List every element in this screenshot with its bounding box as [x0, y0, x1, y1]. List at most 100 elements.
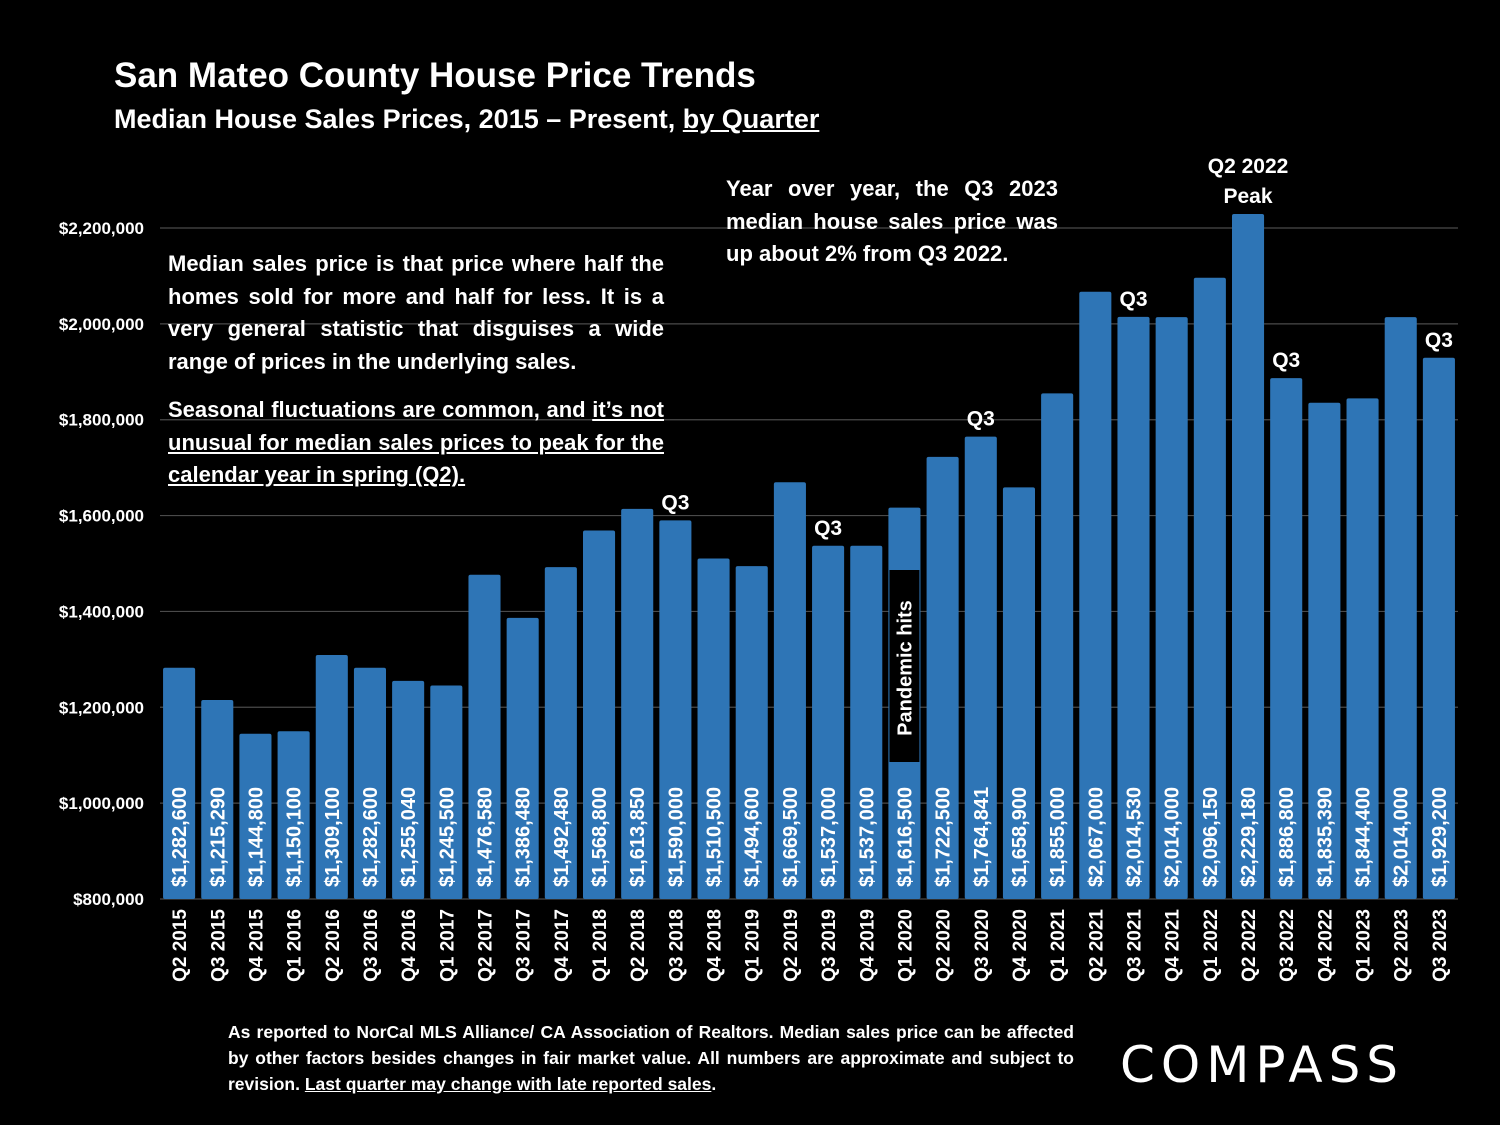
bar [1231, 214, 1265, 899]
bar [163, 667, 196, 899]
x-tick-label: Q3 2020 [972, 909, 993, 982]
footer-text: As reported to NorCal MLS Alliance/ CA A… [228, 1022, 1074, 1094]
bar [1002, 487, 1036, 899]
x-tick-label: Q1 2023 [1354, 909, 1375, 982]
x-tick-label: Q2 2016 [323, 909, 344, 982]
y-tick-label: $1,000,000 [59, 794, 144, 813]
y-tick-label: $1,400,000 [59, 602, 144, 621]
x-tick-label: Q4 2016 [399, 909, 420, 982]
y-tick-label: $800,000 [73, 890, 144, 909]
bar [239, 733, 272, 899]
pandemic-label: Pandemic hits [894, 600, 916, 736]
y-tick-label: $2,200,000 [59, 219, 144, 238]
value-label: $1,309,100 [322, 787, 344, 887]
bar [277, 731, 310, 899]
median-definition-note: Median sales price is that price where h… [168, 251, 664, 374]
bar [392, 680, 425, 899]
x-tick-label: Q4 2017 [552, 909, 573, 982]
bar [964, 436, 997, 899]
value-label: $1,282,600 [360, 787, 382, 887]
seasonal-note-underlined: it’s not unusual for median sales prices… [168, 397, 664, 487]
x-tick-label: Q1 2022 [1201, 909, 1222, 982]
value-label: $2,067,000 [1085, 787, 1107, 887]
value-label: $1,282,600 [169, 787, 191, 887]
bar [697, 558, 730, 899]
value-label: $1,150,100 [284, 787, 306, 887]
footer-underlined: Last quarter may change with late report… [304, 1074, 712, 1094]
bar [582, 530, 616, 899]
bar [812, 545, 845, 899]
bar [1384, 317, 1417, 899]
y-tick-label: $2,000,000 [59, 315, 144, 334]
x-tick-label: Q3 2017 [514, 909, 535, 982]
page-subtitle: Median House Sales Prices, 2015 – Presen… [114, 104, 819, 135]
subtitle-main: Median House Sales Prices, 2015 – Presen… [114, 104, 683, 134]
yoy-note: Year over year, the Q3 2023 median house… [726, 176, 1058, 266]
x-tick-label: Q3 2022 [1277, 909, 1298, 982]
bar [773, 482, 806, 899]
value-label: $1,764,841 [971, 787, 993, 887]
value-label: $1,658,900 [1009, 787, 1031, 887]
x-tick-label: Q3 2015 [208, 909, 229, 982]
value-label: $1,616,500 [894, 787, 916, 887]
value-label: $1,510,500 [704, 787, 726, 887]
x-tick-label: Q1 2018 [590, 909, 611, 982]
value-label: $1,386,480 [513, 787, 535, 887]
footer-note: As reported to NorCal MLS Alliance/ CA A… [228, 1019, 1074, 1097]
x-tick-label: Q1 2019 [743, 909, 764, 982]
value-label: $1,492,480 [551, 787, 573, 887]
bar-annotation: Q3 [661, 491, 689, 514]
bar [1270, 378, 1303, 899]
x-tick-label: Q2 2020 [934, 909, 955, 982]
value-label: $1,886,800 [1276, 787, 1298, 887]
seasonal-note: Seasonal fluctuations are common, and it… [168, 394, 664, 492]
x-tick-label: Q3 2019 [819, 909, 840, 982]
bar [1346, 398, 1379, 899]
bar-annotation: Q3 [1272, 349, 1300, 372]
bar [1422, 357, 1455, 900]
x-tick-label: Q4 2019 [857, 909, 878, 982]
value-label: $1,537,000 [818, 787, 840, 887]
x-tick-label: Q2 2021 [1086, 909, 1107, 982]
value-labels: $1,282,600 $1,215,290 $1,144,800 $1,150,100… [169, 787, 1451, 887]
seasonal-note-plain: Seasonal fluctuations are common, and [168, 397, 593, 422]
bar [315, 654, 348, 899]
bar [735, 566, 768, 899]
value-label: $1,144,800 [245, 787, 267, 887]
value-label: $1,669,500 [780, 787, 802, 887]
value-label: $1,613,850 [627, 787, 649, 887]
value-label: $1,255,040 [398, 787, 420, 887]
value-label: $2,014,000 [1162, 787, 1184, 887]
bar [1308, 402, 1341, 899]
bar [430, 685, 463, 899]
y-axis: $800,000 $1,000,000 $1,200,000 $1,400,000 $1… [59, 219, 144, 909]
x-tick-label: Q3 2023 [1430, 909, 1451, 982]
x-tick-label: Q4 2018 [705, 909, 726, 982]
x-tick-label: Q1 2016 [285, 909, 306, 982]
page-title: San Mateo County House Price Trends [114, 56, 756, 95]
bar-annotation: Q2 2022 [1208, 155, 1289, 178]
x-tick-label: Q2 2017 [476, 909, 497, 982]
bar-annotation: Q3 [1119, 288, 1147, 311]
bar [659, 520, 692, 899]
y-tick-label: $1,200,000 [59, 698, 144, 717]
bar [621, 508, 654, 899]
bar [1155, 317, 1188, 899]
x-tick-label: Q2 2023 [1392, 909, 1413, 982]
value-label: $1,494,600 [742, 787, 764, 887]
bar-annotation: Q3 [1425, 329, 1453, 352]
x-tick-label: Q3 2018 [666, 909, 687, 982]
bar [506, 617, 539, 899]
bar-annotation: Q3 [967, 408, 995, 431]
bar-annotation: Q3 [814, 517, 842, 540]
x-tick-label: Q1 2020 [895, 909, 916, 982]
value-label: $1,568,800 [589, 787, 611, 887]
x-tick-label: Q1 2021 [1048, 909, 1069, 982]
x-tick-label: Q3 2021 [1125, 909, 1146, 982]
x-tick-label: Q4 2020 [1010, 909, 1031, 982]
bar [544, 567, 577, 899]
value-label: $2,096,150 [1200, 787, 1222, 887]
bar [926, 456, 959, 899]
value-label: $1,476,580 [475, 787, 497, 887]
value-label: $1,722,500 [933, 787, 955, 887]
